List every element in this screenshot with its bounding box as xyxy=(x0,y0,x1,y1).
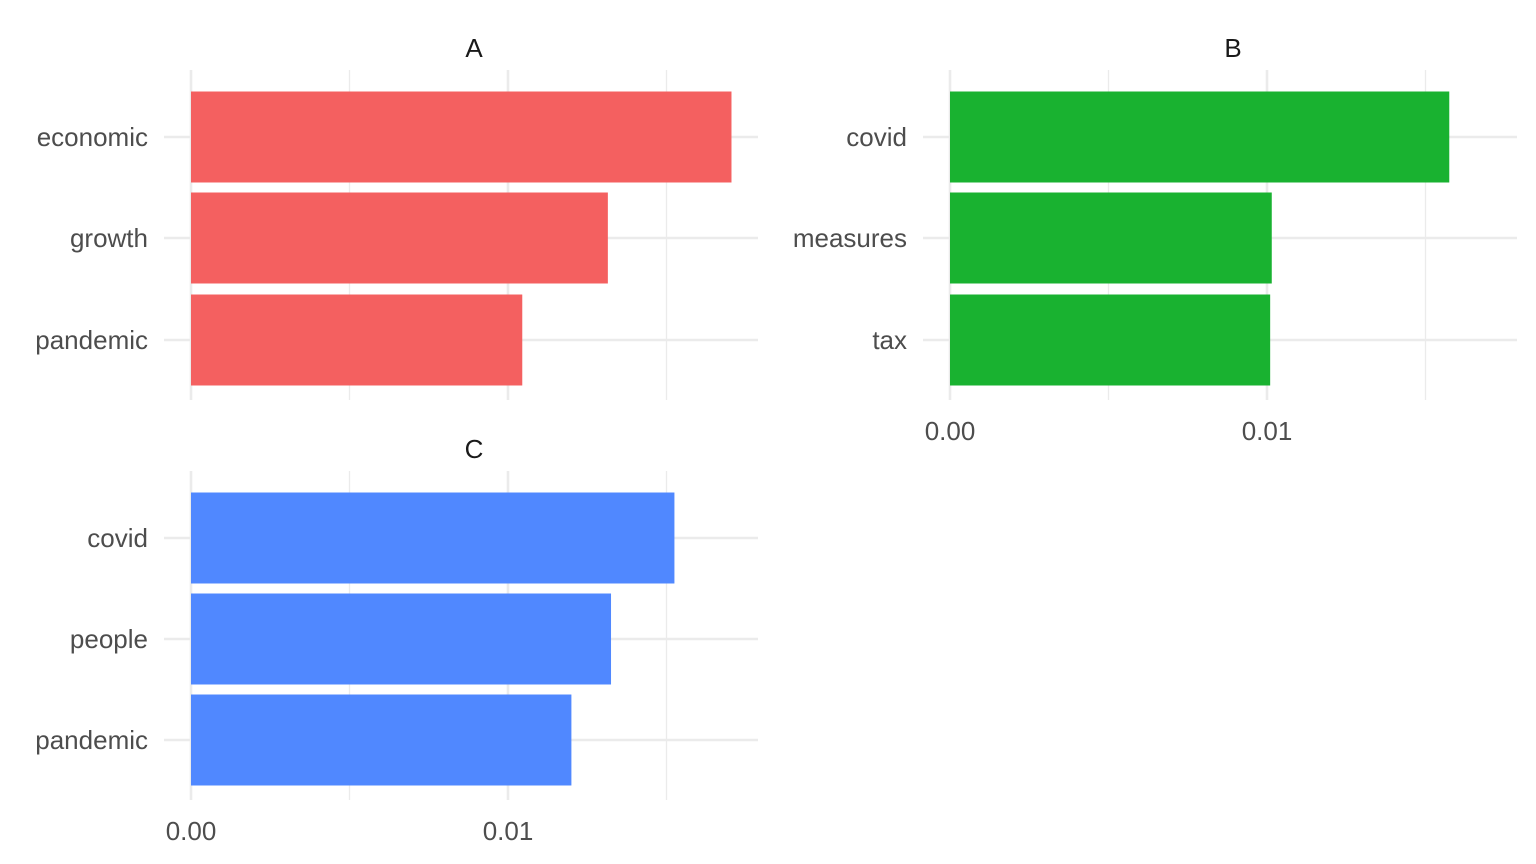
facet-label-C: C xyxy=(465,434,484,464)
category-label-people: people xyxy=(70,624,148,654)
x-tick-label: 0.01 xyxy=(483,816,534,846)
x-tick-label: 0.00 xyxy=(925,416,976,446)
x-tick-label: 0.00 xyxy=(166,816,217,846)
bar-A-growth xyxy=(191,192,608,284)
category-label-measures: measures xyxy=(793,223,907,253)
facet-label-B: B xyxy=(1224,33,1241,63)
category-label-covid: covid xyxy=(87,523,148,553)
facet-label-A: A xyxy=(465,33,483,63)
x-tick-label: 0.01 xyxy=(1242,416,1293,446)
bar-B-tax xyxy=(950,294,1271,386)
category-label-tax: tax xyxy=(872,325,907,355)
category-label-growth: growth xyxy=(70,223,148,253)
category-label-pandemic: pandemic xyxy=(35,725,148,755)
category-label-economic: economic xyxy=(37,122,148,152)
bar-A-economic xyxy=(191,91,732,183)
bar-C-covid xyxy=(191,492,675,584)
bar-A-pandemic xyxy=(191,294,523,386)
bar-C-pandemic xyxy=(191,694,572,786)
bar-C-people xyxy=(191,593,612,685)
bar-B-covid xyxy=(950,91,1450,183)
bar-B-measures xyxy=(950,192,1272,284)
category-label-pandemic: pandemic xyxy=(35,325,148,355)
category-label-covid: covid xyxy=(846,122,907,152)
